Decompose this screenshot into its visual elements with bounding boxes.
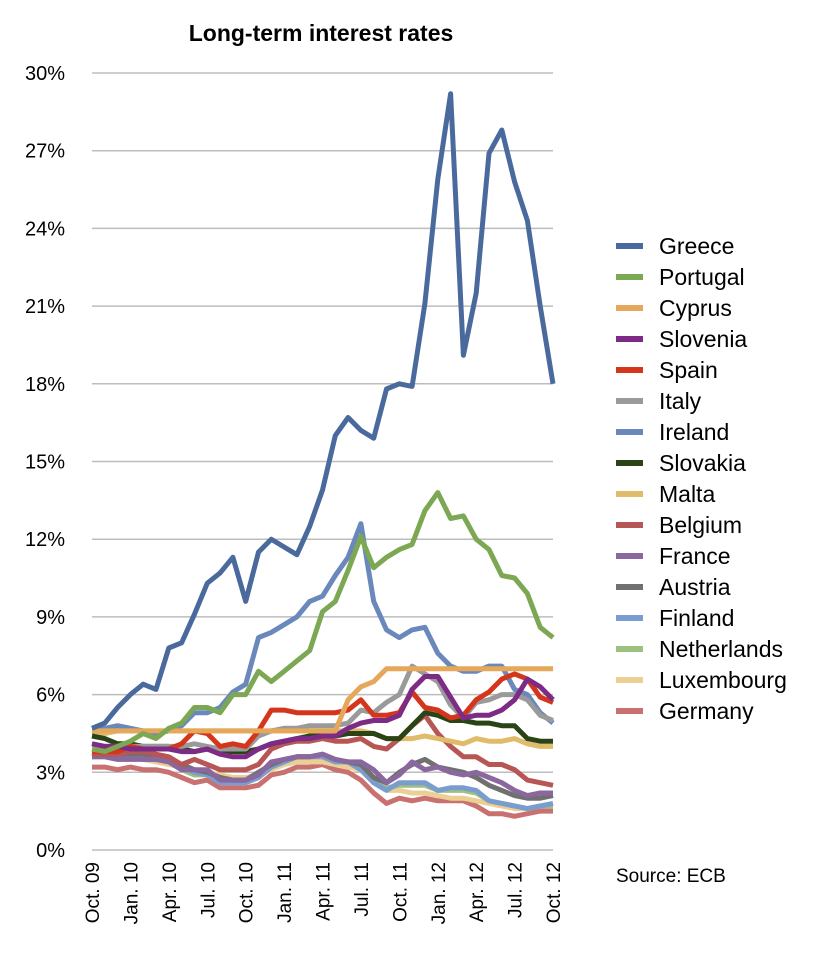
x-tick-label: Jan. 10 (121, 862, 142, 924)
series-line-slovenia (91, 674, 555, 760)
legend: Greece Portugal Cyprus Slovenia Spain Italy Ir… (616, 233, 787, 724)
y-tick-label: 21% (25, 296, 65, 318)
y-tick-label: 18% (25, 374, 65, 396)
legend-label-netherlands: Netherlands (659, 636, 783, 662)
series-line-germany (92, 762, 553, 819)
x-tick-label: Jan. 12 (429, 862, 450, 924)
legend-label-malta: Malta (659, 481, 715, 507)
x-tick-label: Jan. 11 (275, 862, 296, 923)
chart-title: Long-term interest rates (189, 20, 454, 46)
y-tick-label: 27% (25, 141, 65, 163)
legend-label-spain: Spain (659, 357, 718, 383)
series-lines (91, 91, 556, 819)
series-line-belgium (92, 712, 554, 788)
x-tick-label: Jul. 10 (198, 862, 219, 918)
legend-label-luxembourg: Luxembourg (659, 667, 787, 693)
series-line-france (92, 751, 553, 799)
y-tick-label: 3% (36, 762, 65, 784)
legend-label-slovenia: Slovenia (659, 326, 747, 352)
x-tick-label: Oct. 11 (390, 862, 411, 922)
legend-label-italy: Italy (659, 388, 702, 414)
x-tick-label: Apr. 10 (160, 862, 181, 922)
legend-label-slovakia: Slovakia (659, 450, 746, 476)
legend-label-germany: Germany (659, 698, 754, 724)
series-line-portugal (91, 490, 555, 755)
y-tick-label: 15% (25, 452, 65, 474)
source-note: Source: ECB (616, 866, 726, 887)
legend-label-greece: Greece (659, 233, 734, 259)
x-tick-label: Apr. 12 (467, 862, 488, 922)
y-tick-label: 12% (25, 529, 65, 551)
legend-label-austria: Austria (659, 574, 731, 600)
y-axis-tick-labels: 0% 3% 6% 9% 12% 15% 18% 21% 24% 27% 30% (25, 63, 65, 862)
legend-label-finland: Finland (659, 605, 734, 631)
legend-label-belgium: Belgium (659, 512, 742, 538)
y-tick-label: 0% (36, 840, 65, 862)
series-line-greece (91, 91, 556, 731)
legend-label-france: France (659, 543, 731, 569)
x-tick-label: Jul. 11 (352, 862, 373, 917)
y-tick-label: 9% (36, 607, 65, 629)
legend-label-portugal: Portugal (659, 264, 745, 290)
x-tick-label: Jul. 12 (506, 862, 527, 918)
x-tick-label: Apr. 11 (314, 862, 335, 921)
legend-label-cyprus: Cyprus (659, 295, 732, 321)
legend-label-ireland: Ireland (659, 419, 729, 445)
y-tick-label: 6% (36, 685, 65, 707)
x-axis-tick-labels: Oct. 09 Jan. 10 Apr. 10 Jul. 10 Oct. 10 Jan. … (83, 862, 565, 924)
x-tick-label: Oct. 09 (83, 862, 104, 923)
y-tick-label: 30% (25, 63, 65, 85)
x-tick-label: Oct. 10 (237, 862, 258, 923)
x-tick-label: Oct. 12 (544, 862, 565, 923)
y-tick-label: 24% (25, 218, 65, 240)
